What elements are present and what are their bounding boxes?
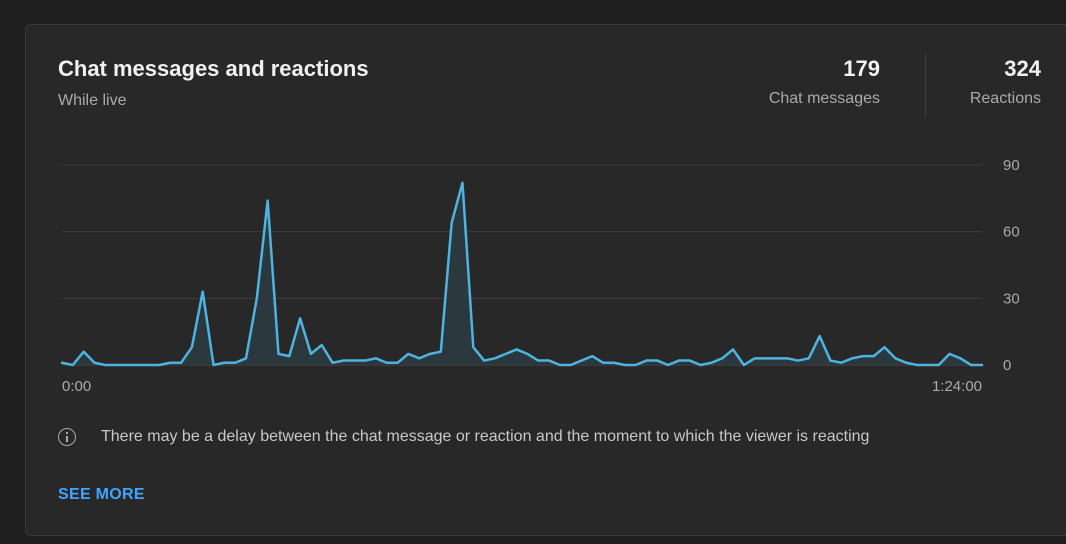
card-subtitle: While live [58,92,127,109]
see-more-link[interactable]: SEE MORE [58,486,145,503]
activity-chart: 90 60 30 0 0:00 1:24:00 [60,157,1020,395]
card-title: Chat messages and reactions [58,56,369,81]
info-icon [58,428,76,446]
delay-notice: There may be a delay between the chat me… [58,428,869,446]
reactions-metric: 324 Reactions [970,56,1041,108]
notice-text: There may be a delay between the chat me… [101,428,870,445]
y-tick-label: 60 [1003,224,1020,241]
reactions-label: Reactions [969,90,1041,107]
chat-reactions-card: Chat messages and reactions While live 1… [25,24,1066,536]
y-tick-label: 90 [1003,157,1020,174]
series-area [62,182,982,365]
y-tick-label: 0 [1003,357,1011,374]
chat-messages-count: 179 [843,56,880,81]
metrics-divider [925,53,926,117]
y-tick-label: 30 [1003,290,1020,307]
x-tick-label: 1:24:00 [932,378,982,395]
chat-messages-metric: 179 Chat messages [769,56,880,108]
x-tick-label: 0:00 [62,378,91,395]
reactions-count: 324 [1004,56,1041,81]
series-line [60,181,984,367]
chat-messages-label: Chat messages [768,90,880,107]
